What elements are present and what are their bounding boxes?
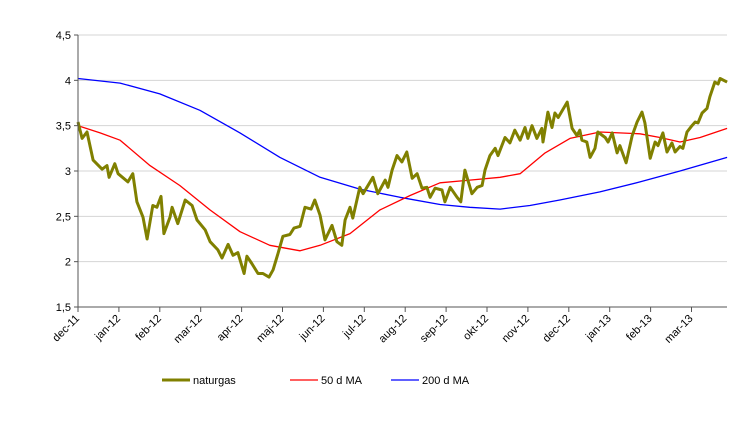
legend: naturgas 50 d MA 200 d MA — [162, 375, 470, 387]
x-tick-label: dec-12 — [541, 313, 573, 345]
series-lines — [76, 77, 728, 279]
x-tick-label: apr-12 — [215, 313, 246, 344]
x-tick-label: sep-12 — [418, 313, 450, 345]
x-tick-label: mar-13 — [662, 313, 695, 346]
legend-label: 200 d MA — [422, 375, 470, 387]
y-tick-label: 3 — [65, 166, 71, 178]
y-axis-ticks: 1,5 2 2,5 3 3,5 4 4,5 — [56, 30, 78, 314]
x-tick-label: aug-12 — [377, 313, 410, 346]
series-line-200-d-ma — [77, 77, 728, 210]
x-tick-label: feb-13 — [624, 313, 655, 344]
x-tick-label: feb-12 — [133, 313, 164, 344]
x-tick-label: okt-12 — [461, 313, 491, 343]
legend-label: naturgas — [193, 375, 236, 387]
series-line-50-d-ma — [77, 125, 728, 252]
y-tick-label: 3,5 — [56, 121, 71, 133]
x-tick-label: nov-12 — [500, 313, 532, 345]
series-line-naturgas — [76, 77, 728, 279]
y-tick-label: 4,5 — [56, 30, 71, 42]
x-tick-label: dec-11 — [50, 313, 82, 345]
gridlines — [78, 34, 727, 263]
y-tick-label: 4 — [65, 75, 71, 87]
x-tick-label: jul-12 — [340, 313, 368, 341]
x-tick-label: mar-12 — [172, 313, 205, 346]
y-tick-label: 1,5 — [56, 302, 71, 314]
x-axis-ticks: dec-11 jan-12 feb-12 mar-12 apr-12 maj-12 jun-… — [50, 307, 696, 346]
y-tick-label: 2,5 — [56, 211, 71, 223]
x-tick-label: jan-12 — [92, 313, 123, 344]
x-tick-label: maj-12 — [254, 313, 286, 345]
x-tick-label: jan-13 — [583, 313, 614, 344]
y-tick-label: 2 — [65, 257, 71, 269]
legend-label: 50 d MA — [321, 375, 363, 387]
x-tick-label: jun-12 — [297, 313, 328, 344]
